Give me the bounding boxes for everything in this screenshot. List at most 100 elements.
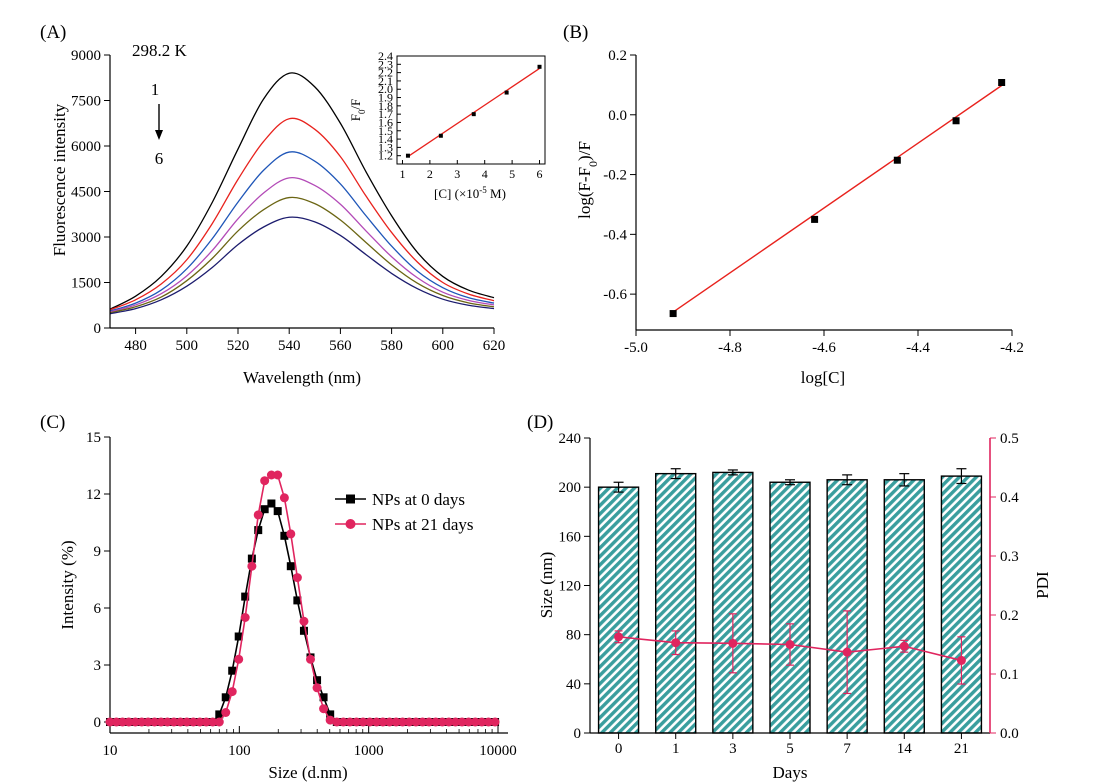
b-y-tick-label: 0.0 (608, 108, 627, 124)
c-point-21-days (385, 717, 395, 727)
b-x-label: log[C] (801, 368, 845, 387)
c-point-21-days (431, 717, 441, 727)
c-point-0-days (228, 666, 237, 675)
c-point-0-days (254, 526, 263, 535)
panel-c: (C) 10 100 1000 10000 0 3 6 9 12 15 NPs at 0 day… (40, 412, 517, 782)
c-x-tick-label: 1000 (354, 743, 384, 759)
legend-label-0-days: NPs at 0 days (372, 490, 465, 509)
panel-b-label: (B) (563, 22, 588, 43)
b-x-tick-label: -4.4 (906, 340, 930, 356)
pdi-point-day-5 (785, 640, 795, 649)
c-point-21-days (404, 717, 414, 727)
c-x-tick-label: 10000 (479, 743, 517, 759)
d-y-tick-label: 0 (574, 726, 582, 742)
c-point-21-days (221, 708, 231, 717)
inset-y-tick-label: 2.4 (378, 49, 393, 63)
inset-y-tick-label: 1.3 (378, 140, 393, 154)
c-point-21-days (227, 687, 237, 697)
a-y-ticks: 0 1500 3000 4500 6000 7500 9000 (71, 48, 110, 337)
inset-point (471, 112, 476, 117)
a-x-tick-label: 500 (176, 338, 199, 354)
panel-a: (A) 298.2 K 1 6 480 500 520 540 560 580 600 620… (40, 22, 546, 387)
c-point-21-days (365, 717, 375, 727)
d-x-tick-label: 0 (615, 741, 623, 757)
a-y-tick-label: 6000 (71, 139, 101, 155)
a-x-tick-label: 600 (432, 338, 455, 354)
pdi-point-day-3 (728, 638, 738, 648)
c-point-0-days (273, 507, 282, 516)
d-r-tick-label: 0.3 (1000, 549, 1019, 565)
c-point-21-days (424, 717, 434, 727)
c-point-21-days (182, 717, 192, 727)
a-x-tick-label: 520 (227, 338, 250, 354)
curve-last-label: 6 (155, 149, 164, 168)
inset-point (504, 90, 509, 95)
size-bar-day-21 (940, 475, 983, 734)
c-data (105, 470, 500, 727)
b-point (893, 156, 901, 164)
b-y-tick-label: -0.2 (603, 168, 627, 184)
c-point-21-days (477, 717, 487, 727)
temperature-label: 298.2 K (132, 41, 188, 60)
a-y-label: Fluorescence intensity (50, 103, 69, 256)
a-y-tick-label: 1500 (71, 276, 101, 292)
c-point-21-days (111, 717, 121, 727)
c-x-ticks: 10 100 1000 10000 (103, 726, 517, 759)
c-point-21-days (305, 654, 315, 664)
d-r-tick-label: 0.2 (1000, 608, 1019, 624)
d-r-tick-label: 0.4 (1000, 490, 1019, 506)
d-x-tick-label: 5 (786, 741, 794, 757)
inset-y-tick-label: 1.9 (378, 91, 393, 105)
inset-y-tick-label: 1.7 (378, 107, 393, 121)
c-point-21-days (266, 470, 276, 480)
c-point-21-days (188, 717, 198, 727)
c-point-21-days (312, 683, 322, 693)
pdi-point-day-21 (956, 655, 966, 665)
legend-marker-21-days (345, 519, 356, 529)
d-x-tick-label: 21 (954, 741, 969, 757)
c-point-0-days (319, 693, 328, 702)
c-series-line-1 (110, 474, 496, 723)
d-x-ticks: 0 1 3 5 7 14 21 (615, 733, 969, 757)
c-point-0-days (293, 596, 302, 605)
c-point-21-days (490, 717, 500, 727)
spectrum-curve-2 (109, 117, 495, 311)
c-point-21-days (156, 717, 166, 727)
d-y-ticks-right: 0.0 0.1 0.2 0.3 0.4 0.5 (990, 431, 1019, 742)
c-point-0-days (280, 531, 289, 540)
c-point-21-days (130, 717, 140, 727)
d-r-tick-label: 0.1 (1000, 667, 1019, 683)
c-point-0-days (221, 693, 230, 702)
c-point-21-days (372, 717, 382, 727)
b-point (998, 79, 1006, 86)
size-bar-day-3 (712, 471, 754, 734)
c-point-21-days (470, 717, 480, 727)
b-x-tick-label: -4.6 (812, 340, 836, 356)
c-point-0-days (267, 499, 276, 508)
legend-marker-0-days (346, 494, 355, 504)
a-x-tick-label: 480 (124, 338, 147, 354)
inset-y-tick-label: 2.1 (378, 74, 393, 88)
inset-y-tick-label: 2.3 (378, 57, 393, 71)
c-y-tick-label: 15 (86, 430, 101, 446)
c-point-21-days (319, 704, 329, 714)
b-point (811, 215, 819, 223)
b-y-ticks: -0.6 -0.4 -0.2 0.0 0.2 (603, 48, 636, 303)
c-x-label: Size (d.nm) (268, 763, 347, 782)
inset-point (537, 64, 542, 69)
b-x-ticks: -5.0 -4.8 -4.6 -4.4 -4.2 (624, 330, 1024, 356)
c-point-21-days (143, 717, 153, 727)
spectrum-curve-1 (109, 72, 495, 310)
c-point-21-days (253, 510, 263, 520)
d-x-tick-label: 1 (672, 741, 680, 757)
inset-x-tick-label: 3 (454, 167, 460, 181)
b-x-tick-label: -4.8 (718, 340, 742, 356)
a-y-tick-label: 0 (94, 321, 102, 337)
c-point-21-days (338, 717, 348, 727)
a-y-tick-label: 3000 (71, 230, 101, 246)
quench-arrow-head (155, 130, 163, 140)
d-y-tick-label: 160 (559, 529, 582, 545)
inset-y-tick-label: 1.5 (378, 124, 393, 138)
d-y-ticks-left: 0 40 80 120 160 200 240 (559, 431, 590, 742)
c-point-21-days (437, 717, 447, 727)
